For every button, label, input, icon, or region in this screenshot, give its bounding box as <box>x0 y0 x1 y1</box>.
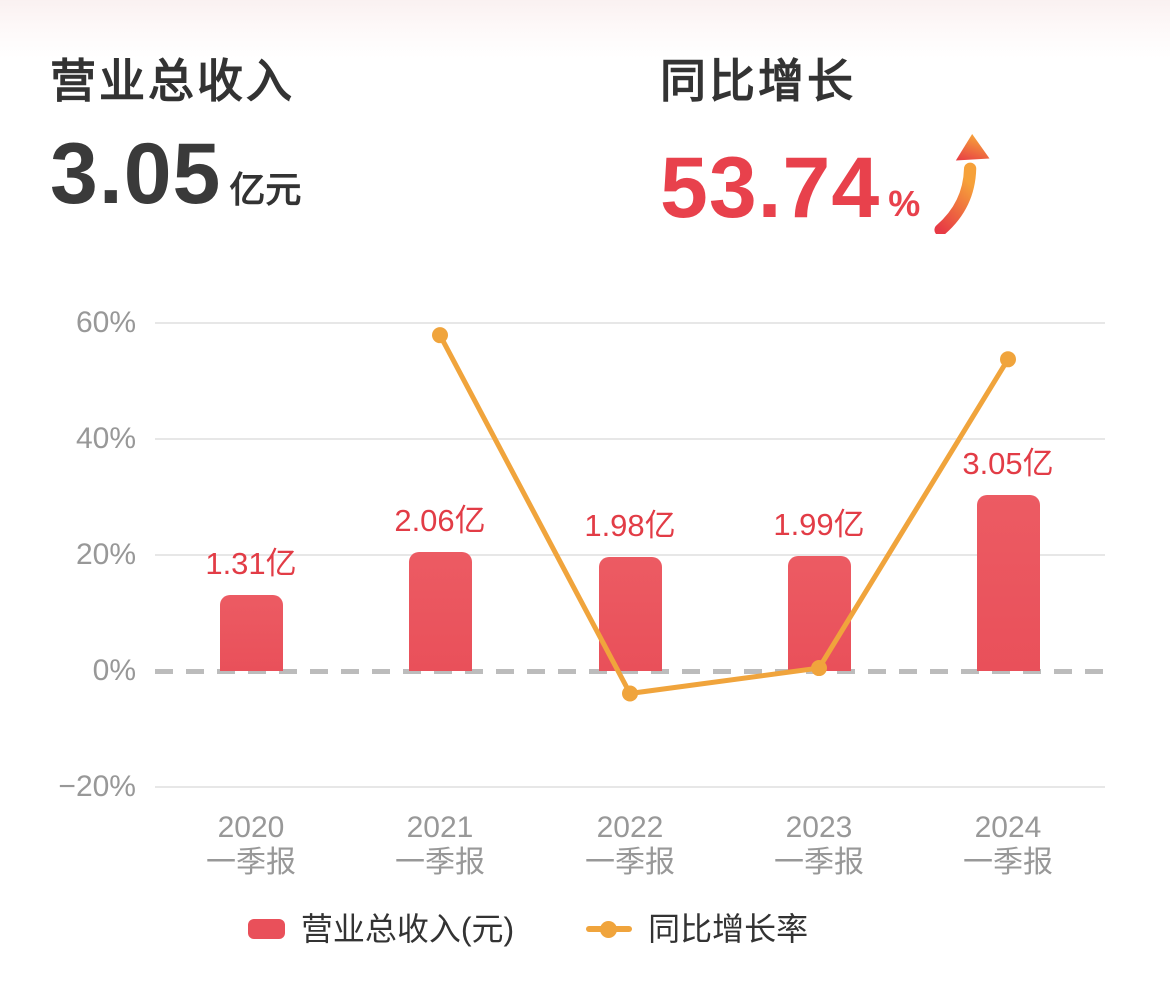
y-axis-tick: 60% <box>75 306 136 339</box>
growth-point-2024[interactable] <box>1000 351 1016 368</box>
up-trend-arrow-icon <box>934 134 990 234</box>
bar-value-label-2023: 1.99亿 <box>773 507 865 543</box>
x-label-year: 2020 <box>217 811 285 844</box>
x-label-period: 一季报 <box>774 846 864 879</box>
x-axis-label-2022: 2022 一季报 <box>535 810 725 880</box>
revenue-unit: 亿元 <box>229 169 302 210</box>
bar-value-label-2022: 1.98亿 <box>584 507 676 543</box>
bar-2022[interactable] <box>598 556 662 671</box>
growth-unit: % <box>888 183 921 224</box>
legend-item-revenue[interactable]: 营业总收入(元) <box>247 909 515 949</box>
x-label-period: 一季报 <box>395 846 485 879</box>
growth-metric: 同比增长 53.74 % <box>660 52 996 236</box>
bar-swatch-icon <box>247 919 285 939</box>
gridline <box>155 322 1105 324</box>
growth-point-2022[interactable] <box>622 685 638 702</box>
bar-2020[interactable] <box>219 595 283 671</box>
revenue-title: 营业总收入 <box>50 55 295 107</box>
legend-label: 同比增长率 <box>648 911 809 947</box>
revenue-metric: 营业总收入 3.05 亿元 <box>50 52 302 222</box>
revenue-value-row: 3.05 亿元 <box>50 126 302 222</box>
x-label-period: 一季报 <box>585 846 675 879</box>
x-axis-label-2021: 2021 一季报 <box>345 810 535 880</box>
bar-2024[interactable] <box>976 495 1040 671</box>
bar-2023[interactable] <box>787 556 851 671</box>
gridline <box>155 786 1105 788</box>
bar-value-label-2021: 2.06亿 <box>394 503 486 539</box>
bar-value-label-2024: 3.05亿 <box>962 446 1054 481</box>
legend-item-growth-rate[interactable]: 同比增长率 <box>586 909 808 949</box>
revenue-value: 3.05 <box>50 126 222 222</box>
x-label-period: 一季报 <box>206 846 296 879</box>
legend-label: 营业总收入(元) <box>300 911 515 947</box>
growth-value-row: 53.74 % <box>660 132 996 236</box>
y-axis-tick: −20% <box>58 770 136 803</box>
x-axis-label-2024: 2024 一季报 <box>913 810 1103 880</box>
x-label-year: 2022 <box>596 811 664 844</box>
chart-legend: 营业总收入(元) 同比增长率 <box>0 906 1056 952</box>
gridline <box>155 438 1105 440</box>
line-dot-swatch-icon <box>586 920 633 938</box>
x-label-year: 2024 <box>974 811 1042 844</box>
bar-2021[interactable] <box>408 552 472 671</box>
growth-value: 53.74 <box>660 140 881 236</box>
x-axis-label-2020: 2020 一季报 <box>156 810 346 880</box>
y-axis-tick: 20% <box>75 538 136 571</box>
y-axis-tick: 0% <box>92 654 136 687</box>
x-label-year: 2023 <box>785 811 853 844</box>
growth-point-2021[interactable] <box>432 327 448 344</box>
x-label-year: 2021 <box>406 811 474 844</box>
x-axis-label-2023: 2023 一季报 <box>724 810 914 880</box>
growth-title: 同比增长 <box>660 55 856 107</box>
bar-value-label-2020: 1.31亿 <box>205 546 297 582</box>
x-label-period: 一季报 <box>963 846 1053 879</box>
y-axis-tick: 40% <box>75 422 136 455</box>
